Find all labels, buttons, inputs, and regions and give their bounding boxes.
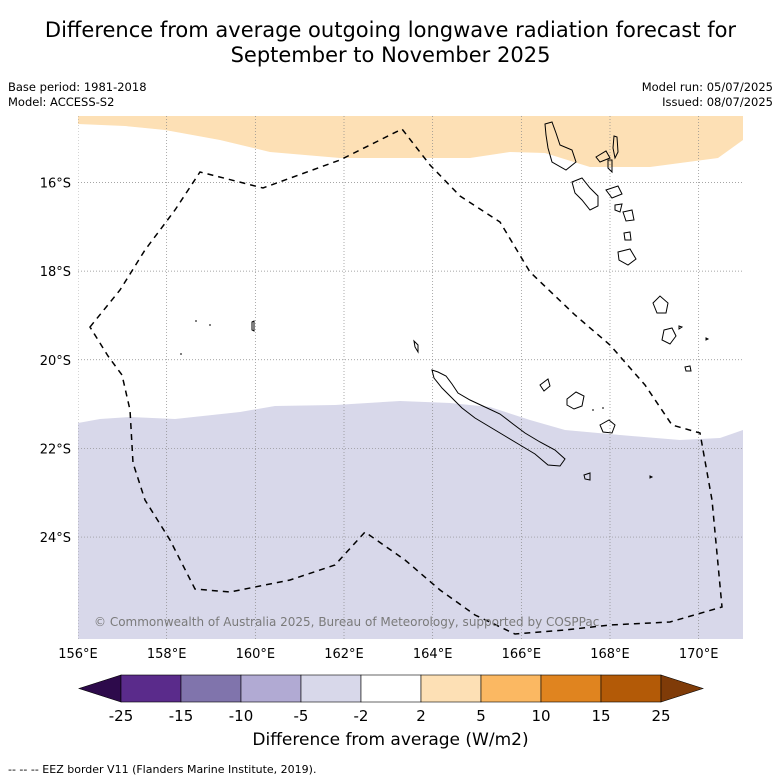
colorbar: -25 -15 -10 -5 -2 2 5 10 15 25 (78, 674, 704, 725)
hunter-islet (649, 475, 654, 479)
belep-islet (413, 339, 419, 354)
colorbar-segment (180, 674, 242, 703)
lon-tick-label: 166°E (502, 647, 542, 662)
longitude-labels: 156°E 158°E 160°E 162°E 164°E 166°E 168°E 170°E (58, 647, 718, 662)
colorbar-max-extend (660, 674, 704, 703)
fiji-west-coast (652, 295, 669, 314)
lat-tick-label: 20°S (40, 354, 71, 369)
colorbar-segment (240, 674, 302, 703)
colorbar-tick-label: 10 (531, 707, 550, 725)
santo-coast (544, 121, 577, 171)
new-caledonia-coast (431, 369, 566, 467)
chesterfield-reef (251, 320, 255, 332)
colorbar-tick-label: 15 (591, 707, 610, 725)
colorbar-segment (420, 674, 482, 703)
colorbar-segment (360, 674, 422, 703)
ambrym-coast (605, 185, 623, 199)
title-line-1: Difference from average outgoing longwav… (44, 18, 737, 42)
erromango-coast (623, 231, 632, 241)
lifou-coast (566, 391, 585, 410)
colorbar-tick-label: 5 (476, 707, 486, 725)
ouvea-coast (539, 378, 551, 392)
chart-title: Difference from average outgoing longwav… (0, 18, 781, 68)
fiji-east-coast (661, 327, 677, 345)
coastlines (180, 121, 710, 481)
colorbar-label: Difference from average (W/m2) (252, 730, 529, 750)
colorbar-segment (300, 674, 362, 703)
lat-tick-label: 22°S (40, 442, 71, 457)
colorbar-tick-label: -2 (354, 707, 369, 725)
colorbar-tick-label: 25 (651, 707, 670, 725)
copyright-text: © Commonwealth of Australia 2025, Bureau… (94, 615, 599, 629)
latitude-labels: 16°S 18°S 20°S 22°S 24°S (40, 176, 71, 546)
islet-1 (678, 325, 684, 330)
colorbar-min-extend (78, 674, 122, 703)
lon-tick-label: 170°E (679, 647, 719, 662)
islet-3 (684, 365, 692, 372)
colorbar-tick-label: -5 (294, 707, 309, 725)
lat-tick-label: 18°S (40, 265, 71, 280)
model-text: Model: ACCESS-S2 (8, 95, 115, 109)
colorbar-segment (600, 674, 662, 703)
colorbar-tick-label: -15 (169, 707, 194, 725)
mare-coast (599, 419, 616, 434)
base-period-text: Base period: 1981-2018 (8, 80, 147, 94)
lat-tick-label: 24°S (40, 531, 71, 546)
lat-tick-label: 16°S (40, 176, 71, 191)
lon-tick-label: 160°E (236, 647, 276, 662)
isle-of-pines-coast (583, 472, 591, 481)
lon-tick-label: 162°E (324, 647, 364, 662)
lon-tick-label: 168°E (590, 647, 630, 662)
colorbar-tick-label: -25 (109, 707, 134, 725)
malekula-coast (571, 177, 599, 211)
colorbar-segment (540, 674, 602, 703)
tanna-coast (617, 248, 637, 266)
lon-tick-label: 164°E (413, 647, 453, 662)
meta-left: Base period: 1981-2018 Model: ACCESS-S2 (8, 80, 147, 110)
epi-coast (614, 203, 623, 213)
pentecost-coast (607, 159, 613, 174)
colorbar-segment (480, 674, 542, 703)
colorbar-tick-label: -10 (229, 707, 254, 725)
region-negative (78, 401, 743, 639)
efate-coast (622, 209, 635, 222)
model-run-text: Model run: 05/07/2025 (641, 80, 773, 94)
islet-2 (705, 337, 710, 341)
lon-tick-label: 158°E (147, 647, 187, 662)
map-area: © Commonwealth of Australia 2025, Bureau… (78, 116, 743, 639)
colorbar-tick-label: 2 (416, 707, 426, 725)
colorbar-segment (120, 674, 182, 703)
gridlines (78, 116, 743, 639)
maewo-coast (612, 135, 619, 160)
footer-eez-note: -- -- -- EEZ border V11 (Flanders Marine… (8, 763, 317, 776)
region-positive (78, 116, 743, 167)
meta-right: Model run: 05/07/2025 Issued: 08/07/2025 (642, 80, 773, 110)
ambae-coast (595, 150, 611, 163)
eez-border (89, 128, 723, 635)
lon-tick-label: 156°E (58, 647, 98, 662)
issued-text: Issued: 08/07/2025 (662, 95, 773, 109)
title-line-2: September to November 2025 (230, 43, 551, 67)
